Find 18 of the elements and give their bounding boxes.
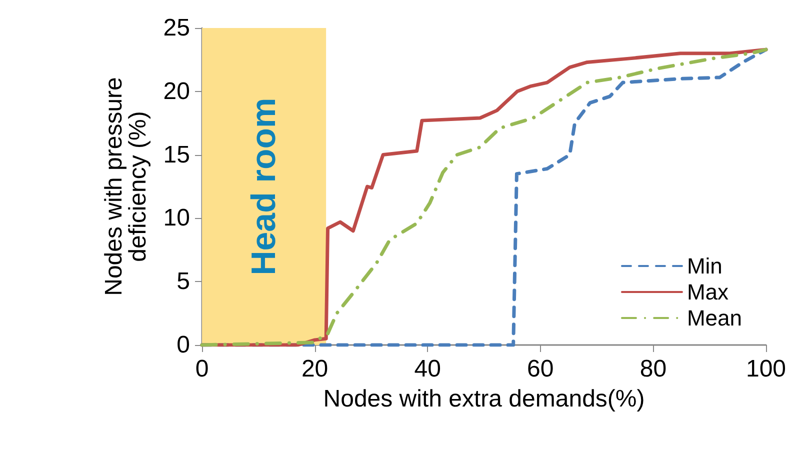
y-axis-title: Nodes with pressure deficiency (%) xyxy=(100,77,152,296)
x-tick-label: 60 xyxy=(527,356,554,382)
y-tick-label: 0 xyxy=(176,332,190,358)
y-tick-label: 5 xyxy=(176,268,190,296)
x-tick-label: 20 xyxy=(301,356,328,382)
x-tick-label: 80 xyxy=(640,356,667,382)
y-tick-label: 20 xyxy=(163,78,190,105)
legend-label: Mean xyxy=(686,306,742,330)
y-tick-label: 15 xyxy=(163,141,190,168)
legend-label: Max xyxy=(686,280,729,304)
x-tick-label: 40 xyxy=(414,356,441,382)
x-axis-title: Nodes with extra demands(%) xyxy=(323,386,645,412)
x-tick-label: 100 xyxy=(746,356,786,382)
y-tick-label: 25 xyxy=(163,14,190,42)
x-tick-label: 0 xyxy=(195,356,209,382)
band-label: Head room xyxy=(245,98,284,276)
y-tick-label: 10 xyxy=(163,204,190,232)
legend-label: Min xyxy=(686,254,722,278)
